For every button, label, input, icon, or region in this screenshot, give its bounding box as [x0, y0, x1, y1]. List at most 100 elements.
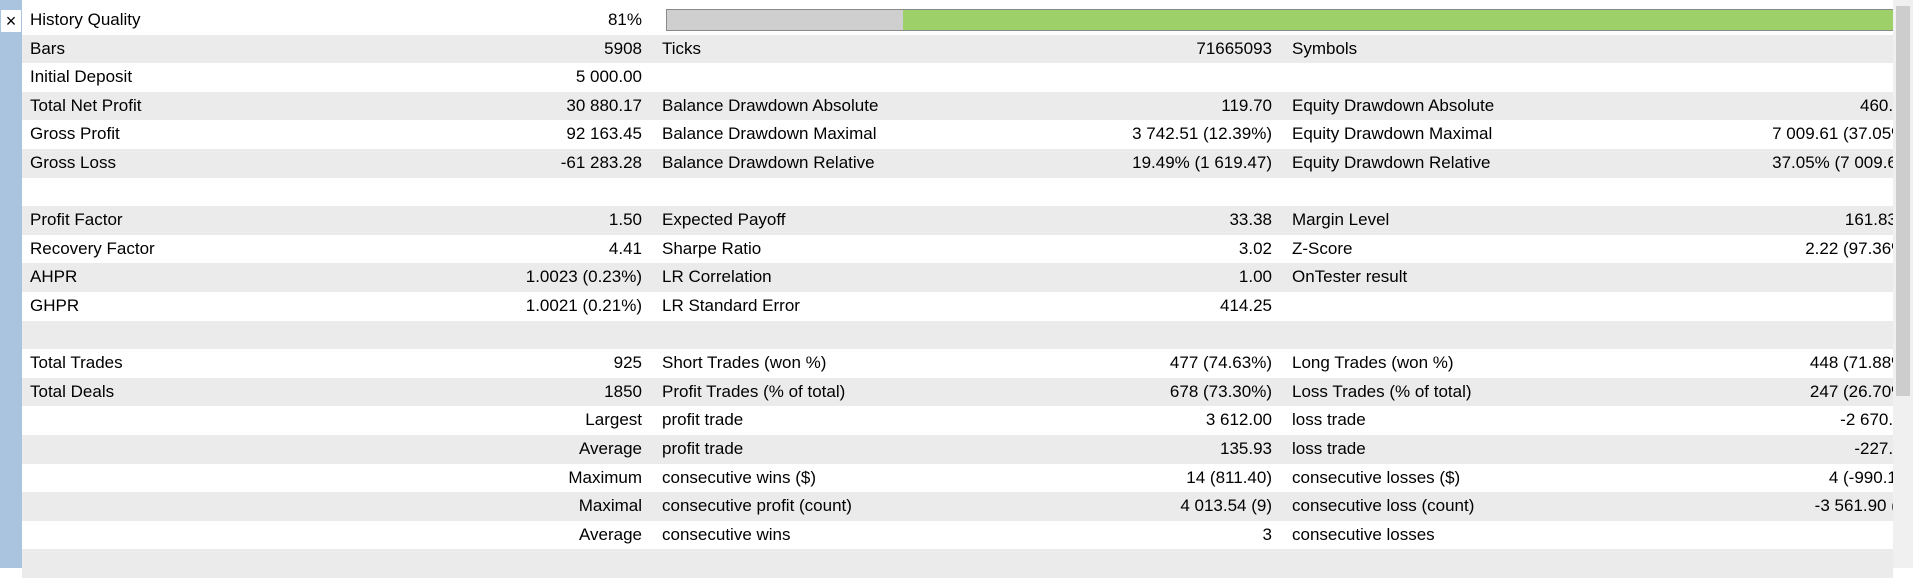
long-trades-value: 448 (71.88%)	[1809, 353, 1912, 373]
average-consecutive-label: Average	[578, 524, 642, 544]
table-row: GHPR 1.0021 (0.21%) LR Standard Error 41…	[22, 292, 1893, 321]
table-row: Average profit trade 135.93 loss trade -…	[22, 434, 1912, 464]
loss-trades-value: 247 (26.70%)	[1809, 381, 1912, 401]
ghpr-value: 1.0021 (0.21%)	[525, 295, 642, 315]
maximal-label: Maximal	[578, 496, 642, 516]
ontester-result-value: 0	[1632, 263, 1912, 292]
largest-profit-trade-value: 3 612.00	[1205, 410, 1272, 430]
table-row-history-quality: History Quality 81%	[22, 6, 1912, 35]
table-row: Bars 5908 Ticks 71665093 Symbols 1	[22, 34, 1912, 64]
consecutive-profit-count-label: consecutive profit (count)	[662, 496, 852, 516]
profit-trades-label: Profit Trades (% of total)	[662, 381, 846, 401]
table-row: Maximum consecutive wins ($) 14 (811.40)…	[22, 464, 1912, 493]
sharpe-ratio-value: 3.02	[1238, 238, 1272, 258]
ticks-value: 71665093	[1196, 38, 1272, 58]
total-trades-value: 925	[613, 353, 642, 373]
profit-trades-value: 678 (73.30%)	[1169, 381, 1272, 401]
average-profit-trade-value: 135.93	[1220, 438, 1272, 458]
consecutive-loss-count-label: consecutive loss (count)	[1292, 496, 1475, 516]
margin-level-label: Margin Level	[1292, 210, 1390, 230]
panel-edge-strip	[0, 0, 22, 568]
table-row: Gross Profit 92 163.45 Balance Drawdown …	[22, 120, 1912, 149]
total-deals-label: Total Deals	[30, 381, 115, 401]
symbols-value: 1	[1632, 35, 1912, 64]
total-net-profit-label: Total Net Profit	[30, 95, 142, 115]
long-trades-label: Long Trades (won %)	[1292, 353, 1454, 373]
equity-drawdown-absolute-value: 460.51	[1860, 95, 1912, 115]
lr-correlation-label: LR Correlation	[662, 267, 772, 287]
ahpr-value: 1.0023 (0.23%)	[525, 267, 642, 287]
balance-drawdown-relative-value: 19.49% (1 619.47)	[1132, 152, 1272, 172]
close-icon[interactable]: ×	[1, 10, 21, 32]
balance-drawdown-relative-label: Balance Drawdown Relative	[662, 152, 875, 172]
gross-loss-label: Gross Loss	[30, 152, 116, 172]
symbols-label: Symbols	[1292, 38, 1358, 58]
initial-deposit-value: 5 000.00	[575, 67, 642, 87]
scrollbar-thumb[interactable]	[1896, 6, 1910, 396]
recovery-factor-value: 4.41	[608, 238, 642, 258]
expected-payoff-label: Expected Payoff	[662, 210, 786, 230]
equity-drawdown-maximal-value: 7 009.61 (37.05%)	[1772, 124, 1912, 144]
gross-profit-label: Gross Profit	[30, 124, 120, 144]
largest-loss-trade-label: loss trade	[1292, 410, 1366, 430]
table-row: Recovery Factor 4.41 Sharpe Ratio 3.02 Z…	[22, 235, 1912, 264]
table-row-spacer	[22, 320, 1893, 350]
table-row-spacer	[22, 178, 1893, 207]
bars-label: Bars	[30, 38, 65, 58]
margin-level-value: 161.83%	[1844, 210, 1912, 230]
lr-standard-error-label: LR Standard Error	[662, 295, 800, 315]
ticks-label: Ticks	[662, 38, 702, 58]
initial-deposit-label: Initial Deposit	[30, 67, 133, 87]
average-label: Average	[578, 438, 642, 458]
history-quality-label: History Quality	[30, 10, 141, 29]
balance-drawdown-absolute-value: 119.70	[1221, 95, 1272, 115]
profit-factor-value: 1.50	[608, 210, 642, 230]
table-row: Average consecutive wins 3 consecutive l…	[22, 521, 1912, 550]
sharpe-ratio-label: Sharpe Ratio	[662, 238, 762, 258]
table-row: Largest profit trade 3 612.00 loss trade…	[22, 406, 1912, 435]
equity-drawdown-absolute-label: Equity Drawdown Absolute	[1292, 95, 1495, 115]
average-loss-trade-label: loss trade	[1292, 438, 1366, 458]
average-consecutive-losses-label: consecutive losses	[1292, 524, 1435, 544]
loss-trades-label: Loss Trades (% of total)	[1292, 381, 1472, 401]
z-score-value: 2.22 (97.36%)	[1805, 238, 1912, 258]
ghpr-label: GHPR	[30, 295, 80, 315]
ontester-result-label: OnTester result	[1292, 267, 1408, 287]
short-trades-label: Short Trades (won %)	[662, 353, 827, 373]
table-row-spacer	[22, 549, 1893, 578]
total-net-profit-value: 30 880.17	[566, 95, 642, 115]
z-score-label: Z-Score	[1292, 238, 1353, 258]
equity-drawdown-relative-value: 37.05% (7 009.61)	[1772, 152, 1912, 172]
table-row: Initial Deposit 5 000.00	[22, 63, 1893, 92]
vertical-scrollbar[interactable]	[1893, 0, 1913, 568]
history-quality-value: 81%	[607, 10, 642, 29]
total-deals-value: 1850	[604, 381, 642, 401]
consecutive-profit-count-value: 4 013.54 (9)	[1180, 496, 1272, 516]
tester-results-table: History Quality 81% Bars 5908 Ticks 7166…	[22, 6, 1912, 578]
history-quality-bar	[666, 9, 1912, 31]
table-row: Gross Loss -61 283.28 Balance Drawdown R…	[22, 148, 1912, 178]
largest-label: Largest	[585, 410, 642, 430]
total-trades-label: Total Trades	[30, 353, 123, 373]
gross-loss-value: -61 283.28	[560, 152, 642, 172]
lr-correlation-value: 1.00	[1238, 267, 1272, 287]
balance-drawdown-maximal-value: 3 742.51 (12.39%)	[1132, 124, 1272, 144]
balance-drawdown-absolute-label: Balance Drawdown Absolute	[662, 95, 879, 115]
largest-loss-trade-value: -2 670.44	[1840, 410, 1912, 430]
history-quality-bar-fill	[903, 10, 1911, 30]
average-consecutive-losses-value: 1	[1632, 521, 1912, 550]
consecutive-losses-money-label: consecutive losses ($)	[1292, 467, 1461, 487]
average-consecutive-wins-label: consecutive wins	[662, 524, 791, 544]
consecutive-wins-money-value: 14 (811.40)	[1186, 467, 1272, 487]
recovery-factor-label: Recovery Factor	[30, 238, 155, 258]
average-consecutive-wins-value: 3	[1262, 524, 1272, 544]
table-row: Maximal consecutive profit (count) 4 013…	[22, 492, 1912, 521]
short-trades-value: 477 (74.63%)	[1169, 353, 1272, 373]
profit-factor-label: Profit Factor	[30, 210, 123, 230]
table-row: Total Deals 1850 Profit Trades (% of tot…	[22, 377, 1912, 407]
table-row: Total Net Profit 30 880.17 Balance Drawd…	[22, 91, 1912, 121]
consecutive-losses-money-value: 4 (-990.18)	[1828, 467, 1912, 487]
consecutive-wins-money-label: consecutive wins ($)	[662, 467, 817, 487]
ahpr-label: AHPR	[30, 267, 78, 287]
largest-profit-trade-label: profit trade	[662, 410, 744, 430]
